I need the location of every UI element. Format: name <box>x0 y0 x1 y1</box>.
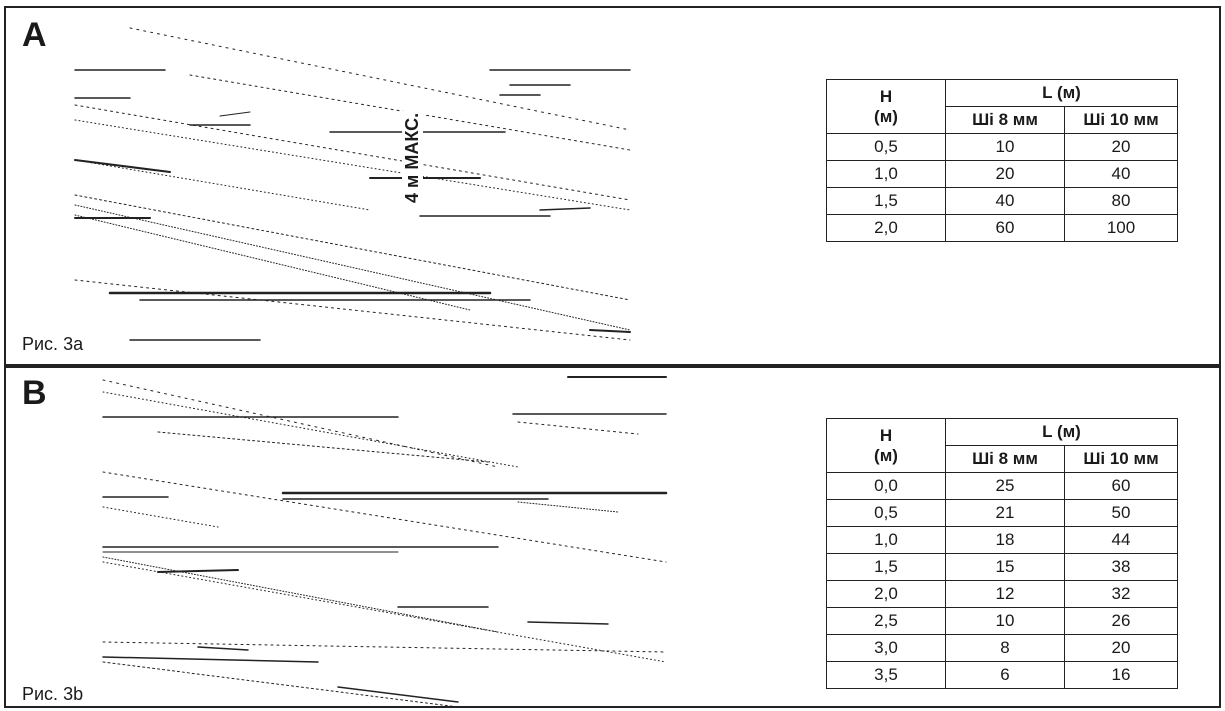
col-10mm-header: Ші 10 мм <box>1064 445 1178 473</box>
col-8mm-header: Ші 8 мм <box>945 106 1065 134</box>
panel-a-caption: Рис. 3a <box>22 334 84 354</box>
h-header-unit: (м) <box>874 106 898 126</box>
table-cell: 60 <box>945 214 1065 242</box>
table-row: 0,5 10 20 <box>826 133 1178 161</box>
l-header-label: L (м) <box>945 79 1178 107</box>
table-cell: 20 <box>945 160 1065 188</box>
table-cell: 2,5 <box>826 607 946 635</box>
h-header-label: H <box>879 86 893 106</box>
table-cell: 2,0 <box>826 580 946 608</box>
table-row: 3,5 6 16 <box>826 661 1178 689</box>
panel-b-table: H (м) L (м) Ші 8 мм Ші 10 мм 0,0 25 60 0… <box>826 418 1178 689</box>
table-cell: 1,0 <box>826 160 946 188</box>
panel-b-letter: B <box>22 374 47 412</box>
figure-frame <box>4 6 1221 708</box>
table-cell: 1,5 <box>826 553 946 581</box>
table-cell: 10 <box>945 133 1065 161</box>
table-cell: 20 <box>1064 133 1178 161</box>
table-row: 0,5 21 50 <box>826 499 1178 527</box>
table-cell: 44 <box>1064 526 1178 554</box>
table-cell: 2,0 <box>826 214 946 242</box>
table-row: 3,0 8 20 <box>826 634 1178 662</box>
panel-b-caption: Рис. 3b <box>22 684 84 704</box>
table-cell: 12 <box>945 580 1065 608</box>
panel-a-table: H (м) L (м) Ші 8 мм Ші 10 мм 0,5 10 20 1… <box>826 79 1178 242</box>
l-header-label: L (м) <box>945 418 1178 446</box>
table-cell: 21 <box>945 499 1065 527</box>
table-cell: 0,5 <box>826 499 946 527</box>
table-row: 1,5 15 38 <box>826 553 1178 581</box>
table-cell: 60 <box>1064 472 1178 500</box>
table-cell: 1,5 <box>826 187 946 215</box>
table-cell: 50 <box>1064 499 1178 527</box>
table-row: 2,0 12 32 <box>826 580 1178 608</box>
table-row: 0,0 25 60 <box>826 472 1178 500</box>
table-cell: 6 <box>945 661 1065 689</box>
table-cell: 40 <box>1064 160 1178 188</box>
table-row: 1,0 18 44 <box>826 526 1178 554</box>
table-cell: 40 <box>945 187 1065 215</box>
panel-a-letter: A <box>22 16 47 54</box>
table-row: 1,0 20 40 <box>826 160 1178 188</box>
table-cell: 20 <box>1064 634 1178 662</box>
table-cell: 80 <box>1064 187 1178 215</box>
h-header-unit: (м) <box>874 445 898 465</box>
table-cell: 8 <box>945 634 1065 662</box>
table-cell: 26 <box>1064 607 1178 635</box>
table-cell: 16 <box>1064 661 1178 689</box>
table-cell: 0,0 <box>826 472 946 500</box>
table-row: 1,5 40 80 <box>826 187 1178 215</box>
table-cell: 100 <box>1064 214 1178 242</box>
panel-divider <box>4 364 1221 368</box>
table-cell: 3,0 <box>826 634 946 662</box>
max-height-label: 4 м МАКС. <box>402 110 423 205</box>
table-row: 2,5 10 26 <box>826 607 1178 635</box>
h-header-cell: H (м) <box>826 418 946 473</box>
table-row: 2,0 60 100 <box>826 214 1178 242</box>
h-header-label: H <box>879 425 893 445</box>
col-10mm-header: Ші 10 мм <box>1064 106 1178 134</box>
h-header-cell: H (м) <box>826 79 946 134</box>
panel-b-drawing <box>102 376 668 707</box>
table-cell: 1,0 <box>826 526 946 554</box>
col-8mm-header: Ші 8 мм <box>945 445 1065 473</box>
panel-a-drawing <box>74 27 631 341</box>
table-cell: 18 <box>945 526 1065 554</box>
table-cell: 32 <box>1064 580 1178 608</box>
table-cell: 10 <box>945 607 1065 635</box>
table-cell: 0,5 <box>826 133 946 161</box>
table-cell: 15 <box>945 553 1065 581</box>
table-cell: 3,5 <box>826 661 946 689</box>
table-cell: 38 <box>1064 553 1178 581</box>
table-cell: 25 <box>945 472 1065 500</box>
